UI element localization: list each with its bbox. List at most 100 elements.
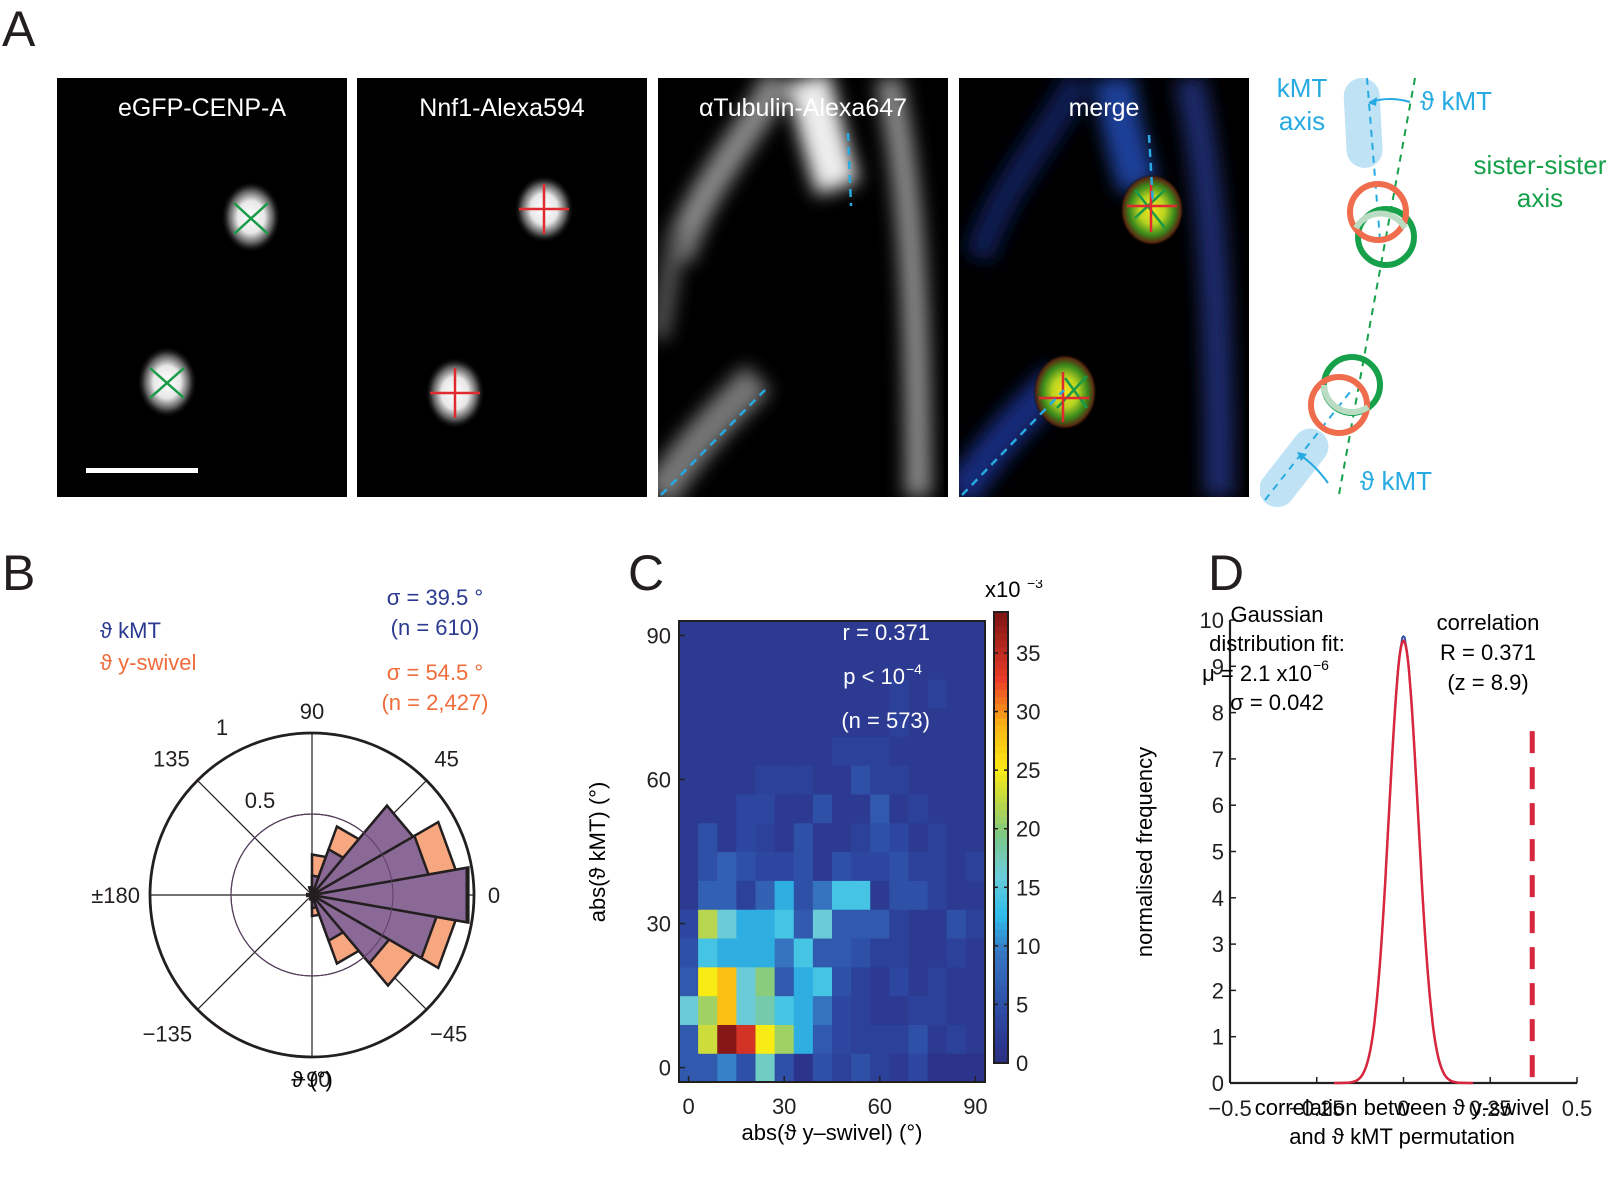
heatmap-cell xyxy=(717,793,737,824)
heatmap-cell xyxy=(736,851,757,881)
heatmap-cell xyxy=(698,909,718,939)
colorbar-segment xyxy=(994,872,1008,881)
kmt-fiber-lower xyxy=(1260,428,1329,508)
kinetochore-red-upper xyxy=(1347,181,1409,243)
kmt-axis-lower xyxy=(961,389,1065,496)
heatmap-cell xyxy=(870,937,890,968)
heatmap-cell xyxy=(908,1024,929,1054)
heatmap-cell xyxy=(851,880,871,910)
x-axis-label-2: and ϑ kMT permutation xyxy=(1289,1124,1515,1149)
heatmap-cell xyxy=(832,649,852,680)
kmt-axis-upper xyxy=(1147,134,1155,206)
image-egfp-cenp-a: eGFP-CENP-A xyxy=(57,78,347,497)
colorbar-segment xyxy=(994,971,1008,979)
radial-tick-label: 0.5 xyxy=(245,788,276,813)
heatmap-cell xyxy=(889,621,910,651)
heatmap-cell xyxy=(793,649,814,680)
colorbar-segment xyxy=(994,745,1008,754)
heatmap-cell xyxy=(832,765,852,795)
heatmap-cell xyxy=(946,649,967,680)
heatmap-cell xyxy=(889,909,910,939)
y-axis-label: abs(ϑ kMT) (°) xyxy=(585,782,610,923)
image-title: αTubulin-Alexa647 xyxy=(698,94,908,122)
colorbar-segment xyxy=(994,795,1008,803)
heatmap-cell xyxy=(736,765,757,795)
heatmap-cell xyxy=(736,707,757,737)
heatmap-cell xyxy=(774,765,795,795)
colorbar-segment xyxy=(994,992,1008,1001)
colorbar-segment xyxy=(994,1020,1008,1029)
svg-text:μ = 2.1 x10: μ = 2.1 x10 xyxy=(1202,661,1312,686)
merge-image-content xyxy=(959,78,1234,497)
colorbar-segment xyxy=(994,1055,1008,1064)
colorbar-segment xyxy=(994,1013,1008,1022)
observed-annotation-1: correlation xyxy=(1437,610,1540,635)
heatmap-cell xyxy=(946,707,967,737)
permutation-histogram-line xyxy=(1334,635,1473,1084)
radial-tick-label: 1 xyxy=(216,715,228,740)
heatmap-cell xyxy=(755,736,776,766)
heatmap-cell xyxy=(755,851,776,881)
heatmap-cell xyxy=(870,649,890,680)
heatmap-cell xyxy=(755,995,776,1025)
colorbar-segment xyxy=(994,654,1008,662)
heatmap-cell xyxy=(927,736,948,766)
heatmap-cell xyxy=(965,1024,986,1054)
heatmap-cell xyxy=(946,995,967,1025)
heatmap-cell xyxy=(965,1053,986,1083)
heatmap-cell xyxy=(927,793,948,824)
heatmap-cell xyxy=(812,851,833,881)
colorbar-label: x10 −3 xyxy=(985,580,1043,602)
heatmap-cell xyxy=(793,851,814,881)
heatmap-cell xyxy=(812,793,833,824)
y-tick-label: 3 xyxy=(1212,932,1224,957)
heatmap-cell xyxy=(927,966,948,997)
colorbar-segment xyxy=(994,802,1008,810)
polar-ring xyxy=(148,731,476,1059)
image-tubulin-alexa647: αTubulin-Alexa647 xyxy=(658,78,948,497)
colorbar-segment xyxy=(994,830,1008,838)
colorbar-tick-label: 10 xyxy=(1016,934,1040,959)
heatmap-cell xyxy=(927,880,948,910)
kmt-axis-label-2: axis xyxy=(1279,106,1325,136)
heatmap-cell xyxy=(698,707,718,737)
image-title: eGFP-CENP-A xyxy=(117,94,287,122)
heatmap-cell xyxy=(851,736,871,766)
polar-bar xyxy=(310,847,346,896)
colorbar-segment xyxy=(994,675,1008,683)
heatmap-cell xyxy=(870,1024,890,1054)
x-axis-label: abs(ϑ y–swivel) (°) xyxy=(742,1120,923,1145)
heatmap-cell xyxy=(832,707,852,737)
heatmap-cell xyxy=(851,851,871,881)
heatmap-cell xyxy=(812,966,833,997)
heatmap-cell xyxy=(889,765,910,795)
colorbar-segment xyxy=(994,668,1008,676)
colorbar-segment xyxy=(994,816,1008,824)
colorbar-segment xyxy=(994,1048,1008,1057)
colorbar-segment xyxy=(994,781,1008,789)
colorbar-segment xyxy=(994,809,1008,817)
y-tick-label: 9 xyxy=(1212,654,1224,679)
heatmap-cell xyxy=(755,649,776,680)
heatmap-cell xyxy=(889,880,910,910)
heatmap-cell xyxy=(927,995,948,1025)
heatmap-cell xyxy=(736,937,757,968)
heatmap-cell xyxy=(698,765,718,795)
heatmap-cell xyxy=(908,1053,929,1083)
polar-histogram-chart: ϑ kMT ϑ y-swivel σ = 39.5 ° (n = 610) σ … xyxy=(91,585,500,1092)
colorbar-segment xyxy=(994,1041,1008,1050)
angle-tick-label: 0 xyxy=(488,883,500,908)
observed-annotation-3: (z = 8.9) xyxy=(1447,670,1528,695)
heatmap-cell xyxy=(793,966,814,997)
colorbar-segment xyxy=(994,710,1008,719)
colorbar-segment xyxy=(994,922,1008,930)
angle-tick-label: −90 xyxy=(293,1067,330,1092)
heatmap-cell xyxy=(832,678,852,709)
heatmap-cell xyxy=(717,937,737,968)
annotation-p: p < 10 −4 xyxy=(843,661,922,689)
heatmap-cell xyxy=(679,707,699,737)
heatmap-cell xyxy=(774,621,795,651)
heatmap-cell xyxy=(774,793,795,824)
heatmap-cell xyxy=(851,649,871,680)
